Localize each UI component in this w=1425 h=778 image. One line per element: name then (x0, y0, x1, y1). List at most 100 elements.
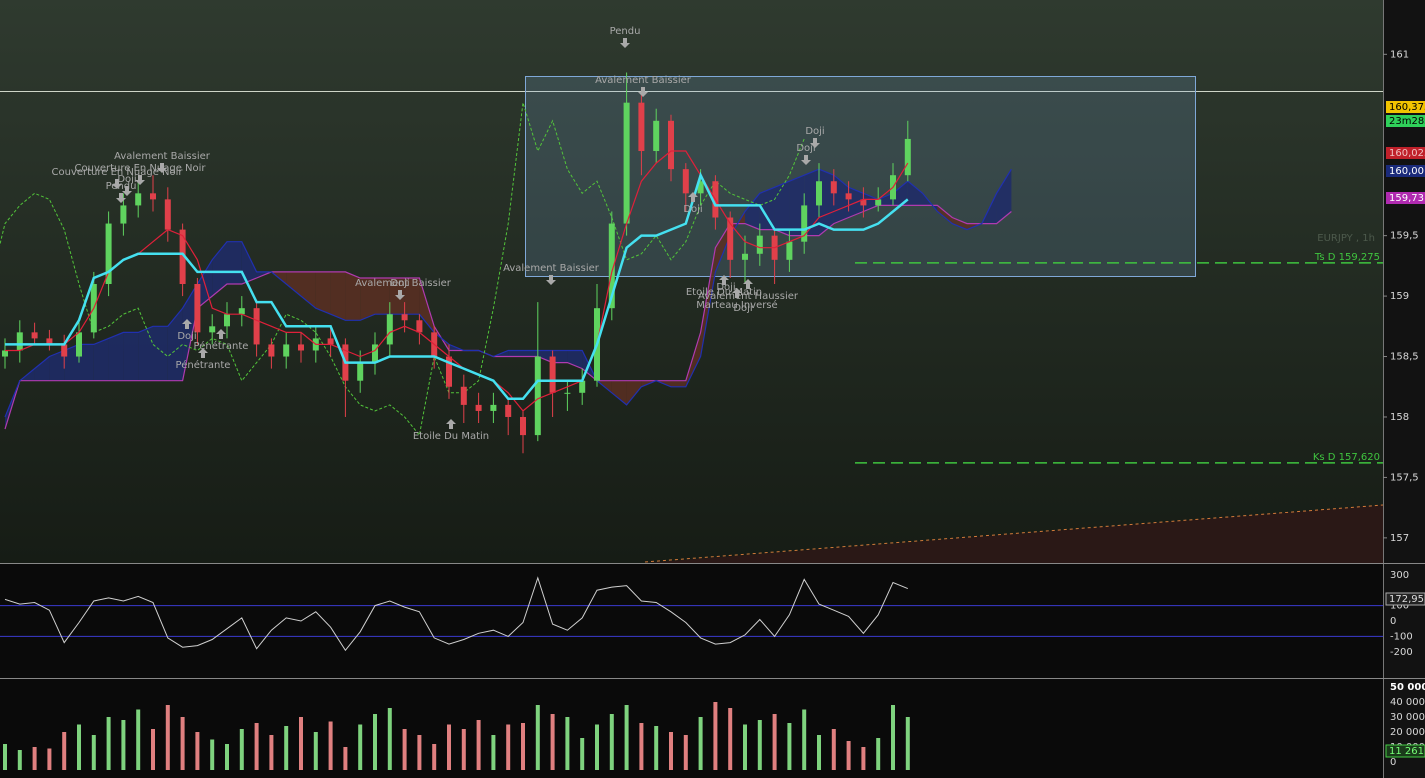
cloud-segment (286, 271, 301, 297)
volume-bar (77, 724, 81, 770)
pattern-label: Pendu (610, 26, 641, 37)
volume-bar (387, 708, 392, 770)
volume-bar (358, 724, 363, 770)
candle-body (268, 344, 275, 357)
volume-bar (669, 732, 673, 770)
candle-body (386, 314, 393, 345)
pattern-arrow (546, 275, 556, 285)
cloud-segment (893, 181, 908, 206)
candle-body (830, 181, 837, 194)
cloud-segment (774, 181, 790, 236)
pattern-label: Doji (683, 204, 702, 215)
trend-zone (645, 505, 1383, 563)
pattern-arrow (732, 288, 742, 298)
candle-body (490, 404, 497, 411)
pattern-label: Doji (805, 126, 824, 137)
volume-bar (402, 729, 407, 770)
volume-bar (580, 738, 585, 770)
chikou (0, 102, 805, 437)
tenkan (5, 150, 909, 412)
volume-panel (0, 679, 1383, 778)
candle-body (697, 181, 704, 194)
cloud-segment (789, 175, 805, 236)
volume-bar (136, 709, 141, 770)
pattern-label: Couverture En Nuage Noir (74, 163, 206, 174)
price-tag (1386, 115, 1425, 127)
volume-bar (817, 735, 821, 770)
price-tag-label: 160,375 (1389, 102, 1425, 113)
candle-body (608, 223, 615, 309)
candle-body (16, 332, 23, 351)
cloud-segment (153, 326, 168, 381)
pattern-arrow (135, 175, 145, 185)
candle-body (446, 356, 452, 387)
volume-bar (654, 726, 659, 770)
volume-bar (373, 714, 377, 770)
candle-body (238, 308, 245, 315)
y-tick-label: 161 (1390, 49, 1409, 60)
pattern-arrow (638, 87, 648, 97)
pattern-arrow (446, 419, 456, 429)
cloud-segment (833, 175, 849, 224)
cloud-segment (93, 338, 109, 381)
pattern-label: Etoile Du Matin (413, 431, 489, 442)
volume-bar (180, 717, 185, 770)
volume-bar (269, 735, 274, 770)
cloud-segment (611, 380, 627, 405)
volume-bar (861, 747, 866, 770)
price-tag-label: 159,73 (1389, 193, 1424, 204)
pattern-arrow (719, 275, 729, 285)
cci-panel (0, 564, 1383, 678)
pattern-label: Couverture En Nuage Noir (51, 167, 183, 178)
cloud-segment (878, 193, 893, 206)
candle-body (668, 120, 674, 170)
candle-body (727, 217, 734, 260)
cloud-segment (404, 277, 420, 315)
volume-bar (195, 732, 200, 770)
cloud-segment (360, 277, 375, 321)
cloud-segment (937, 205, 953, 224)
y-tick-label: 159 (1390, 291, 1409, 302)
candle-body (150, 193, 156, 200)
cci-tick-label: -200 (1390, 647, 1413, 658)
pattern-label: Etoile Du Matin (686, 287, 762, 298)
candle-body (135, 193, 142, 206)
cloud-segment (108, 332, 124, 381)
cloud-segment (626, 380, 642, 405)
cloud-segment (745, 193, 760, 230)
volume-bar (846, 741, 851, 770)
pattern-arrow (198, 348, 208, 358)
volume-bar (831, 729, 836, 770)
cloud-segment (49, 350, 65, 381)
candle-body (860, 199, 867, 206)
pattern-arrow (688, 192, 698, 202)
watermark: EURJPY , 1h (1317, 233, 1375, 244)
volume-bar (32, 747, 37, 770)
volume-bar (876, 738, 881, 770)
candle-body (224, 314, 230, 327)
cloud-segment (523, 350, 538, 357)
candle-body (46, 338, 53, 345)
candle-body (31, 332, 38, 339)
cloud-segment (64, 344, 79, 381)
volume-bar (772, 714, 777, 770)
pattern-label: Doji (117, 174, 136, 185)
candle-body (372, 344, 378, 363)
volume-bar (447, 724, 451, 770)
volume-bar (284, 726, 289, 770)
candle-body (283, 344, 290, 357)
volume-bar (432, 744, 437, 770)
volume-bar (639, 723, 644, 770)
volume-bar (3, 744, 7, 770)
volume-bar (225, 744, 229, 770)
pattern-arrow (157, 163, 167, 173)
volume-bar (461, 729, 466, 770)
volume-bar (239, 729, 244, 770)
volume-tick-label: 20 000 (1390, 727, 1425, 738)
candle-body (357, 362, 364, 381)
volume-bar (891, 705, 895, 770)
volume-bar (550, 714, 555, 770)
pattern-label: Avalement Baissier (355, 278, 452, 289)
